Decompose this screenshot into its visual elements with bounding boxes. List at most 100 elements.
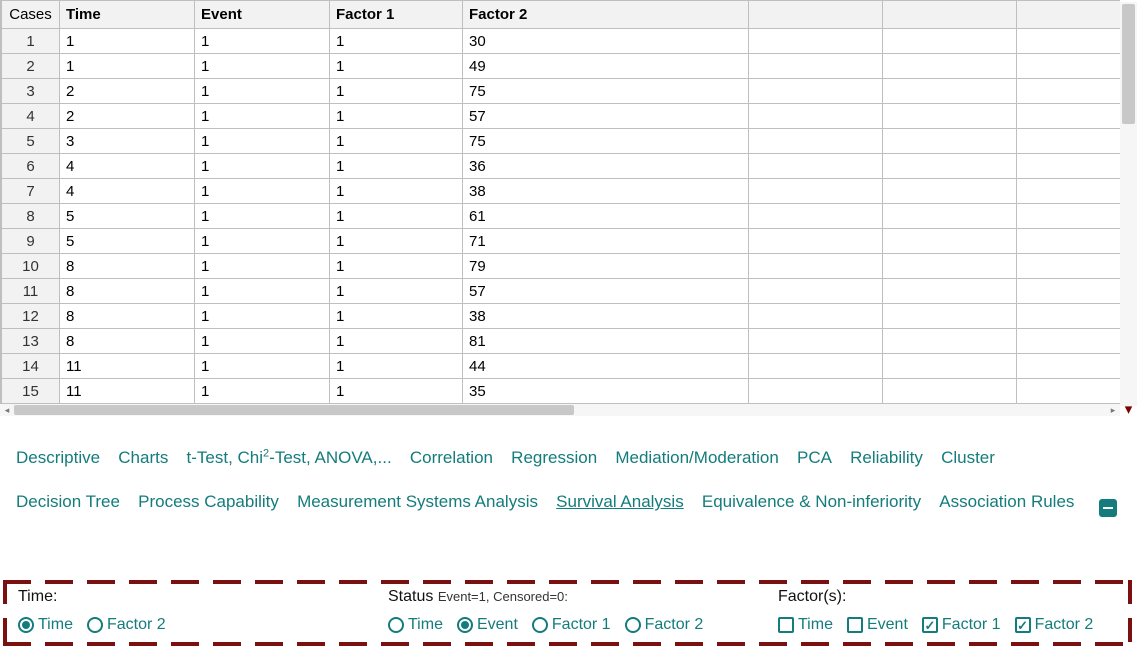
row-header-cell[interactable]: 12 — [2, 304, 60, 329]
data-cell-blank[interactable] — [749, 104, 883, 129]
data-cell[interactable]: 1 — [330, 129, 463, 154]
row-header-cell[interactable]: 6 — [2, 154, 60, 179]
column-header-blank[interactable] — [883, 1, 1017, 29]
column-header-factor-1[interactable]: Factor 1 — [330, 1, 463, 29]
radio-icon[interactable] — [87, 617, 103, 633]
data-cell-blank[interactable] — [1017, 329, 1121, 354]
data-cell-blank[interactable] — [883, 254, 1017, 279]
data-cell[interactable]: 44 — [463, 354, 749, 379]
horizontal-scrollbar[interactable]: ◂ ▸ — [0, 404, 1120, 416]
tab-equivalence-non-inferiority[interactable]: Equivalence & Non-inferiority — [702, 480, 921, 524]
data-cell[interactable]: 79 — [463, 254, 749, 279]
data-cell[interactable]: 1 — [330, 79, 463, 104]
tab-mediation-moderation[interactable]: Mediation/Moderation — [615, 436, 778, 480]
data-cell[interactable]: 1 — [195, 129, 330, 154]
scroll-right-icon[interactable]: ▸ — [1106, 404, 1120, 416]
row-header-cell[interactable]: 4 — [2, 104, 60, 129]
radio-icon[interactable] — [625, 617, 641, 633]
data-cell[interactable]: 8 — [60, 304, 195, 329]
data-cell[interactable]: 30 — [463, 29, 749, 54]
data-cell[interactable]: 1 — [60, 29, 195, 54]
data-cell[interactable]: 1 — [195, 79, 330, 104]
data-cell[interactable]: 1 — [330, 229, 463, 254]
checkbox-icon[interactable] — [847, 617, 863, 633]
checkbox-icon[interactable] — [1015, 617, 1031, 633]
data-cell-blank[interactable] — [1017, 179, 1121, 204]
data-cell-blank[interactable] — [1017, 79, 1121, 104]
data-cell[interactable]: 1 — [195, 154, 330, 179]
row-header-cell[interactable]: 15 — [2, 379, 60, 404]
tab-charts[interactable]: Charts — [118, 436, 168, 480]
data-cell[interactable]: 1 — [195, 29, 330, 54]
data-cell[interactable]: 1 — [330, 379, 463, 404]
tab-reliability[interactable]: Reliability — [850, 436, 923, 480]
data-cell[interactable]: 2 — [60, 79, 195, 104]
data-cell-blank[interactable] — [749, 29, 883, 54]
data-cell-blank[interactable] — [883, 54, 1017, 79]
column-header-time[interactable]: Time — [60, 1, 195, 29]
data-cell[interactable]: 5 — [60, 204, 195, 229]
time-option-factor-2[interactable]: Factor 2 — [87, 616, 166, 634]
data-cell-blank[interactable] — [1017, 354, 1121, 379]
status-option-event[interactable]: Event — [457, 616, 518, 634]
data-cell[interactable]: 1 — [330, 329, 463, 354]
data-cell[interactable]: 2 — [60, 104, 195, 129]
data-cell-blank[interactable] — [883, 154, 1017, 179]
data-cell-blank[interactable] — [749, 279, 883, 304]
data-cell-blank[interactable] — [1017, 379, 1121, 404]
data-cell-blank[interactable] — [749, 54, 883, 79]
data-cell-blank[interactable] — [883, 129, 1017, 154]
tab-t-test-chi-test-anova[interactable]: t-Test, Chi2-Test, ANOVA,... — [187, 436, 392, 480]
data-cell-blank[interactable] — [1017, 29, 1121, 54]
row-header-cell[interactable]: 13 — [2, 329, 60, 354]
data-cell[interactable]: 11 — [60, 354, 195, 379]
data-cell-blank[interactable] — [1017, 54, 1121, 79]
data-cell[interactable]: 35 — [463, 379, 749, 404]
row-header-cell[interactable]: 2 — [2, 54, 60, 79]
data-cell[interactable]: 1 — [330, 354, 463, 379]
radio-icon[interactable] — [457, 617, 473, 633]
data-cell[interactable]: 5 — [60, 229, 195, 254]
data-cell[interactable]: 75 — [463, 79, 749, 104]
data-cell-blank[interactable] — [1017, 304, 1121, 329]
data-cell-blank[interactable] — [749, 354, 883, 379]
data-cell-blank[interactable] — [1017, 154, 1121, 179]
data-cell[interactable]: 11 — [60, 379, 195, 404]
horizontal-scroll-thumb[interactable] — [14, 405, 574, 415]
data-cell[interactable]: 1 — [330, 154, 463, 179]
data-cell[interactable]: 1 — [195, 379, 330, 404]
data-cell[interactable]: 4 — [60, 154, 195, 179]
row-header-cell[interactable]: 1 — [2, 29, 60, 54]
tab-cluster[interactable]: Cluster — [941, 436, 995, 480]
data-cell-blank[interactable] — [883, 79, 1017, 104]
status-option-factor-1[interactable]: Factor 1 — [532, 616, 611, 634]
data-cell[interactable]: 1 — [60, 54, 195, 79]
data-cell[interactable]: 1 — [330, 279, 463, 304]
tab-association-rules[interactable]: Association Rules — [939, 480, 1074, 524]
data-cell-blank[interactable] — [749, 304, 883, 329]
data-cell-blank[interactable] — [749, 329, 883, 354]
data-cell[interactable]: 1 — [195, 229, 330, 254]
data-cell[interactable]: 1 — [330, 104, 463, 129]
data-cell-blank[interactable] — [749, 154, 883, 179]
data-cell-blank[interactable] — [1017, 279, 1121, 304]
data-cell[interactable]: 38 — [463, 179, 749, 204]
column-header-blank[interactable] — [749, 1, 883, 29]
data-cell-blank[interactable] — [1017, 229, 1121, 254]
data-cell-blank[interactable] — [883, 104, 1017, 129]
row-header-cell[interactable]: 14 — [2, 354, 60, 379]
data-cell[interactable]: 8 — [60, 254, 195, 279]
data-cell-blank[interactable] — [1017, 104, 1121, 129]
horizontal-scroll-track[interactable] — [14, 404, 1106, 416]
radio-icon[interactable] — [18, 617, 34, 633]
data-cell[interactable]: 1 — [330, 179, 463, 204]
row-header-cell[interactable]: 11 — [2, 279, 60, 304]
data-cell-blank[interactable] — [883, 229, 1017, 254]
row-header-cell[interactable]: 9 — [2, 229, 60, 254]
data-cell[interactable]: 38 — [463, 304, 749, 329]
data-cell-blank[interactable] — [1017, 129, 1121, 154]
row-header-cell[interactable]: 8 — [2, 204, 60, 229]
data-cell[interactable]: 1 — [330, 54, 463, 79]
data-cell-blank[interactable] — [883, 379, 1017, 404]
factor-option-time[interactable]: Time — [778, 616, 833, 634]
